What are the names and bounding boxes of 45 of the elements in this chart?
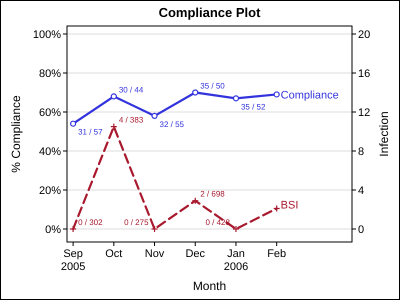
annotation: 0 / 275 [124, 218, 150, 227]
annotation: 0 / 302 [78, 218, 104, 227]
point [110, 93, 117, 100]
annotation: 35 / 50 [200, 82, 226, 90]
point [273, 204, 280, 212]
x-tick-label: Jan 2006 [224, 248, 248, 273]
point [150, 225, 158, 233]
y-tick-label: 60% [38, 106, 62, 119]
x-tick-label: Feb [267, 248, 286, 260]
x-tick-label: Sep 2005 [60, 248, 86, 273]
point [70, 225, 77, 233]
annotation: 31 / 57 [78, 128, 104, 137]
y2-tick-label: 4 [358, 184, 364, 197]
y-tick-label: 20% [38, 184, 62, 197]
point [232, 95, 240, 102]
y2-tick-label: 16 [358, 68, 370, 80]
y-axis-title: % Compliance [9, 94, 23, 173]
x-tick-label: Oct [105, 248, 122, 260]
y-tick-label: 0% [45, 224, 62, 236]
series-label: Compliance [280, 89, 339, 102]
annotation: 30 / 44 [118, 85, 144, 94]
x-axis-title: Month [192, 279, 226, 293]
annotation: 2 / 698 [200, 190, 226, 199]
point [192, 89, 198, 96]
y-tick-label: 80% [38, 68, 62, 80]
annotation: 35 / 52 [240, 102, 266, 112]
series-label: BSI [280, 199, 298, 212]
point [232, 225, 240, 233]
point [110, 123, 118, 130]
point [70, 120, 76, 127]
annotation: 4 / 383 [118, 116, 144, 125]
y2-tick-label: 12 [358, 106, 370, 119]
y-tick-label: 100% [32, 28, 62, 41]
x-tick-label: Dec [185, 248, 206, 260]
chart-title: Compliance Plot [158, 5, 262, 20]
annotation: 32 / 55 [160, 120, 185, 129]
x-tick-label: Nov [144, 248, 165, 260]
point [151, 112, 158, 119]
y2-axis-title: Infection [377, 111, 391, 157]
y2-tick-label: 20 [358, 28, 370, 41]
point [274, 91, 280, 98]
y2-tick-label: 8 [358, 146, 364, 158]
y2-tick-label: 0 [358, 224, 364, 236]
y-tick-label: 40% [38, 146, 62, 158]
point [192, 197, 199, 204]
